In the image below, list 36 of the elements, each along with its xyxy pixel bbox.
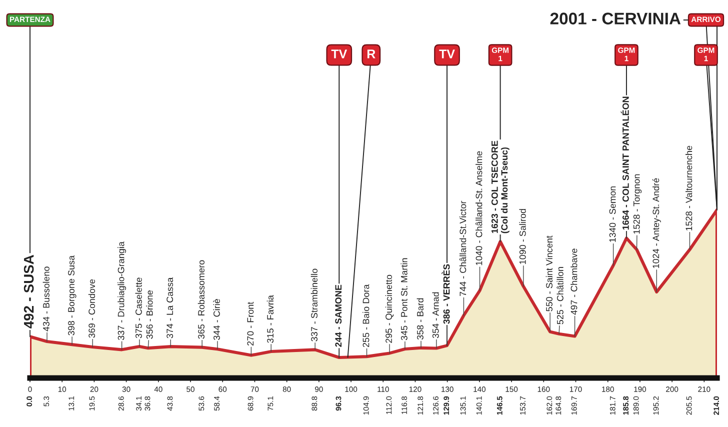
- data-label: 358 - Bard: [416, 298, 424, 340]
- data-label: 2001 - CERVINIA: [550, 12, 681, 24]
- data-label: 1623 - COL TSECORE (Col du Mont-Tseuc): [491, 140, 510, 234]
- data-label: 1528 - Torgnon: [633, 174, 642, 234]
- data-label: 356 - Brione: [146, 290, 153, 339]
- data-label: 1528 - Valtournenche: [686, 146, 692, 230]
- data-label: 1090 - Salirod: [519, 209, 526, 264]
- data-label: 497 - Chambave: [570, 248, 578, 315]
- data-label: 295 - Quincinetto: [385, 274, 394, 343]
- data-label: 344 - Ciriè: [213, 299, 220, 340]
- data-label: 386 - VERRÈS: [442, 264, 450, 324]
- data-label: 337 - Strambinello: [310, 268, 318, 342]
- data-label: 365 - Robassomero: [198, 260, 204, 339]
- data-label: 337 - Drubiaglio-Grangia: [118, 242, 126, 340]
- data-label: 354 - Arnad: [432, 292, 439, 338]
- data-label: 1040 - Châlland-St. Anselme: [476, 151, 482, 266]
- data-label: 1664 - COL SAINT PANTALÉON: [620, 96, 629, 230]
- data-label: 315 - Favria: [266, 295, 274, 343]
- annotation: R: [367, 50, 376, 58]
- data-label: 345 - Pont St. Martin: [400, 258, 408, 340]
- data-label: 255 - Baio Dora: [362, 284, 370, 348]
- data-label: 369 - Condove: [88, 279, 96, 338]
- annotation: TV: [439, 50, 455, 58]
- data-label: 492 - SUSA: [24, 254, 34, 328]
- data-label: 1024 - Antey-St. André: [652, 178, 661, 268]
- data-label: 374 - La Cassa: [166, 277, 174, 338]
- data-label: 1340 - Semon: [609, 186, 616, 242]
- data-label: 744 - Châlland-St.Victor: [459, 200, 466, 296]
- data-label: 525 - Châtillon: [556, 267, 564, 324]
- annotation: TV: [331, 50, 348, 58]
- data-label: 270 - Front: [247, 302, 254, 346]
- data-label: 398 - Borgone Susa: [68, 255, 76, 336]
- data-label: 434 - Bussoleno: [42, 266, 50, 332]
- data-label: 550 - Saint Vincent: [546, 236, 552, 312]
- data-label: 375 - Caselette: [135, 278, 142, 338]
- data-label: 244 - SAMONE: [335, 284, 342, 347]
